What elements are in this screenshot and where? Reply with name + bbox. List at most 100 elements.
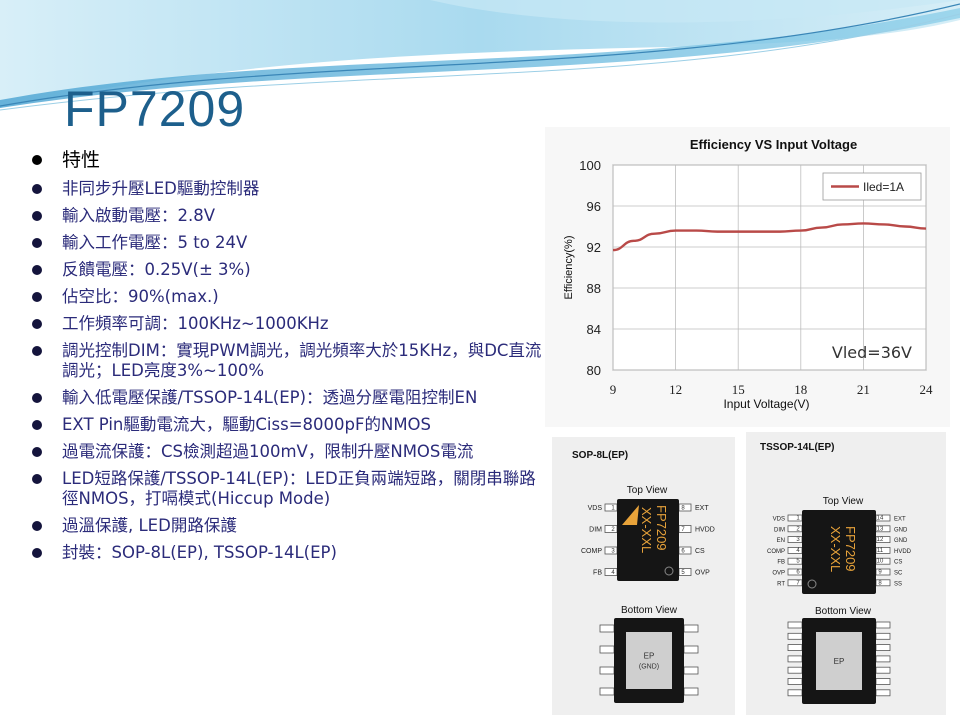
y-tick-label: 84 [587, 322, 601, 337]
bullet-dot-icon [32, 521, 42, 531]
pin-label: EXT [894, 517, 906, 523]
pad-label: EP [834, 657, 845, 666]
bullet-dot-icon [32, 420, 42, 430]
feature-item: 反饋電壓：0.25V(± 3%) [32, 260, 547, 280]
bullet-dot-icon [32, 184, 42, 194]
pin-label: FB [777, 560, 785, 566]
pin-number: 1 [611, 506, 615, 512]
pin-number: 10 [877, 559, 884, 565]
x-axis-label: Input Voltage(V) [723, 397, 809, 411]
bottom-view-label: Bottom View [815, 606, 872, 617]
pin [787, 525, 803, 533]
pin1-marker-icon [807, 579, 817, 589]
y-tick-label: 80 [587, 363, 601, 378]
pin-label: GND [894, 527, 908, 533]
exposed-pad [626, 632, 672, 689]
pin [787, 689, 803, 697]
feature-text: 佔空比：90%(max.) [62, 287, 219, 306]
pin-number: 5 [796, 559, 800, 565]
feature-item: 輸入低電壓保護/TSSOP-14L(EP)：透過分壓電阻控制EN [32, 388, 547, 408]
pin-label: VDS [773, 517, 785, 523]
pin-number: 3 [611, 549, 615, 555]
chip-marking: FP7209 [843, 526, 858, 572]
pin [787, 547, 803, 554]
bullet-dot-icon [32, 447, 42, 457]
feature-text: 調光控制DIM：實現PWM調光，調光頻率大於15KHz，與DC直流調光；LED亮… [62, 341, 542, 380]
pin-number: 6 [681, 549, 685, 555]
y-tick-label: 96 [587, 199, 601, 214]
pin-number: 7 [681, 527, 685, 533]
pin-label: SS [894, 581, 902, 587]
pin-label: CS [695, 548, 705, 555]
bullet-dot-icon [32, 211, 42, 221]
pin-label: DIM [774, 527, 785, 533]
pin [787, 579, 803, 587]
pin [875, 689, 891, 697]
feature-text: 工作頻率可調：100KHz~1000KHz [62, 314, 329, 333]
chip-marking: FP7209 [654, 505, 669, 551]
x-tick-label: 12 [669, 382, 682, 397]
bullet-dot-icon [32, 393, 42, 403]
pin-number: 7 [796, 580, 800, 586]
pin1-marker-icon [664, 566, 674, 576]
pin-label: DIM [589, 527, 602, 534]
pin-label: OVP [772, 571, 785, 577]
feature-text: 輸入啟動電壓：2.8V [62, 206, 216, 225]
bullet-dot-icon [32, 265, 42, 275]
bullet-dot-icon [32, 346, 42, 356]
pin-number: 2 [796, 526, 800, 532]
exposed-pad [816, 632, 862, 690]
feature-text: 輸入低電壓保護/TSSOP-14L(EP)：透過分壓電阻控制EN [62, 388, 478, 407]
pin [787, 536, 803, 543]
pin-number: 1 [796, 516, 800, 522]
y-tick-label: 88 [587, 281, 601, 296]
pin-label: HVDD [695, 527, 715, 534]
x-tick-label: 15 [732, 382, 745, 397]
top-view-label: Top View [627, 485, 668, 496]
pin [787, 514, 803, 522]
brand-logo-icon [622, 505, 639, 525]
pin [599, 687, 615, 696]
pin [875, 621, 891, 629]
bullet-dot-icon [32, 548, 42, 558]
pin-label: CS [894, 560, 902, 566]
sop8-svg: SOP-8L(EP) Top View 1 VDS 2 DIM 3 COMP 4 FB 8 EXT 7 H… [572, 450, 715, 703]
feature-text: LED短路保護/TSSOP-14L(EP)：LED正負兩端短路，關閉串聯路徑NM… [62, 469, 536, 508]
x-tick-label: 24 [920, 382, 934, 397]
y-tick-label: 100 [579, 158, 601, 173]
feature-item: 調光控制DIM：實現PWM調光，調光頻率大於15KHz，與DC直流調光；LED亮… [32, 341, 547, 381]
sop8-package-diagram: SOP-8L(EP) Top View 1 VDS 2 DIM 3 COMP 4 FB 8 EXT 7 H… [552, 437, 735, 715]
pin-label: EN [777, 538, 785, 544]
bullet-dot-icon [32, 292, 42, 302]
bullet-dot-icon [32, 238, 42, 248]
pin [787, 632, 803, 640]
pin [599, 645, 615, 654]
bullet-dot-icon [32, 319, 42, 329]
pin-number: 3 [796, 537, 800, 543]
chart-title: Efficiency VS Input Voltage [690, 137, 857, 152]
pin [683, 687, 699, 696]
pad-label: EP [644, 652, 655, 661]
pad-label: (GND) [639, 664, 659, 671]
pin-number: 4 [611, 570, 615, 576]
x-tick-label: 9 [610, 382, 617, 397]
pin [683, 624, 699, 633]
feature-item: EXT Pin驅動電流大，驅動Ciss=8000pF的NMOS [32, 415, 547, 435]
pin [875, 666, 891, 674]
pin-number: 5 [681, 570, 685, 576]
series-line [612, 222, 927, 252]
feature-text: 特性 [62, 149, 101, 171]
feature-text: 輸入工作電壓：5 to 24V [62, 233, 248, 252]
pin [875, 655, 891, 663]
chip-marking: XX-XXL [828, 526, 843, 572]
pin [875, 632, 891, 640]
pin-number: 9 [878, 570, 882, 576]
feature-item: 過電流保護：CS檢測超過100mV，限制升壓NMOS電流 [32, 442, 547, 462]
y-axis-label: Efficiency(%) [563, 236, 575, 300]
feature-item: 封裝：SOP-8L(EP), TSSOP-14L(EP) [32, 543, 547, 563]
feature-text: 非同步升壓LED驅動控制器 [62, 179, 260, 198]
pin-number: 14 [877, 516, 884, 522]
pin [875, 678, 891, 685]
package-title: SOP-8L(EP) [572, 450, 628, 461]
